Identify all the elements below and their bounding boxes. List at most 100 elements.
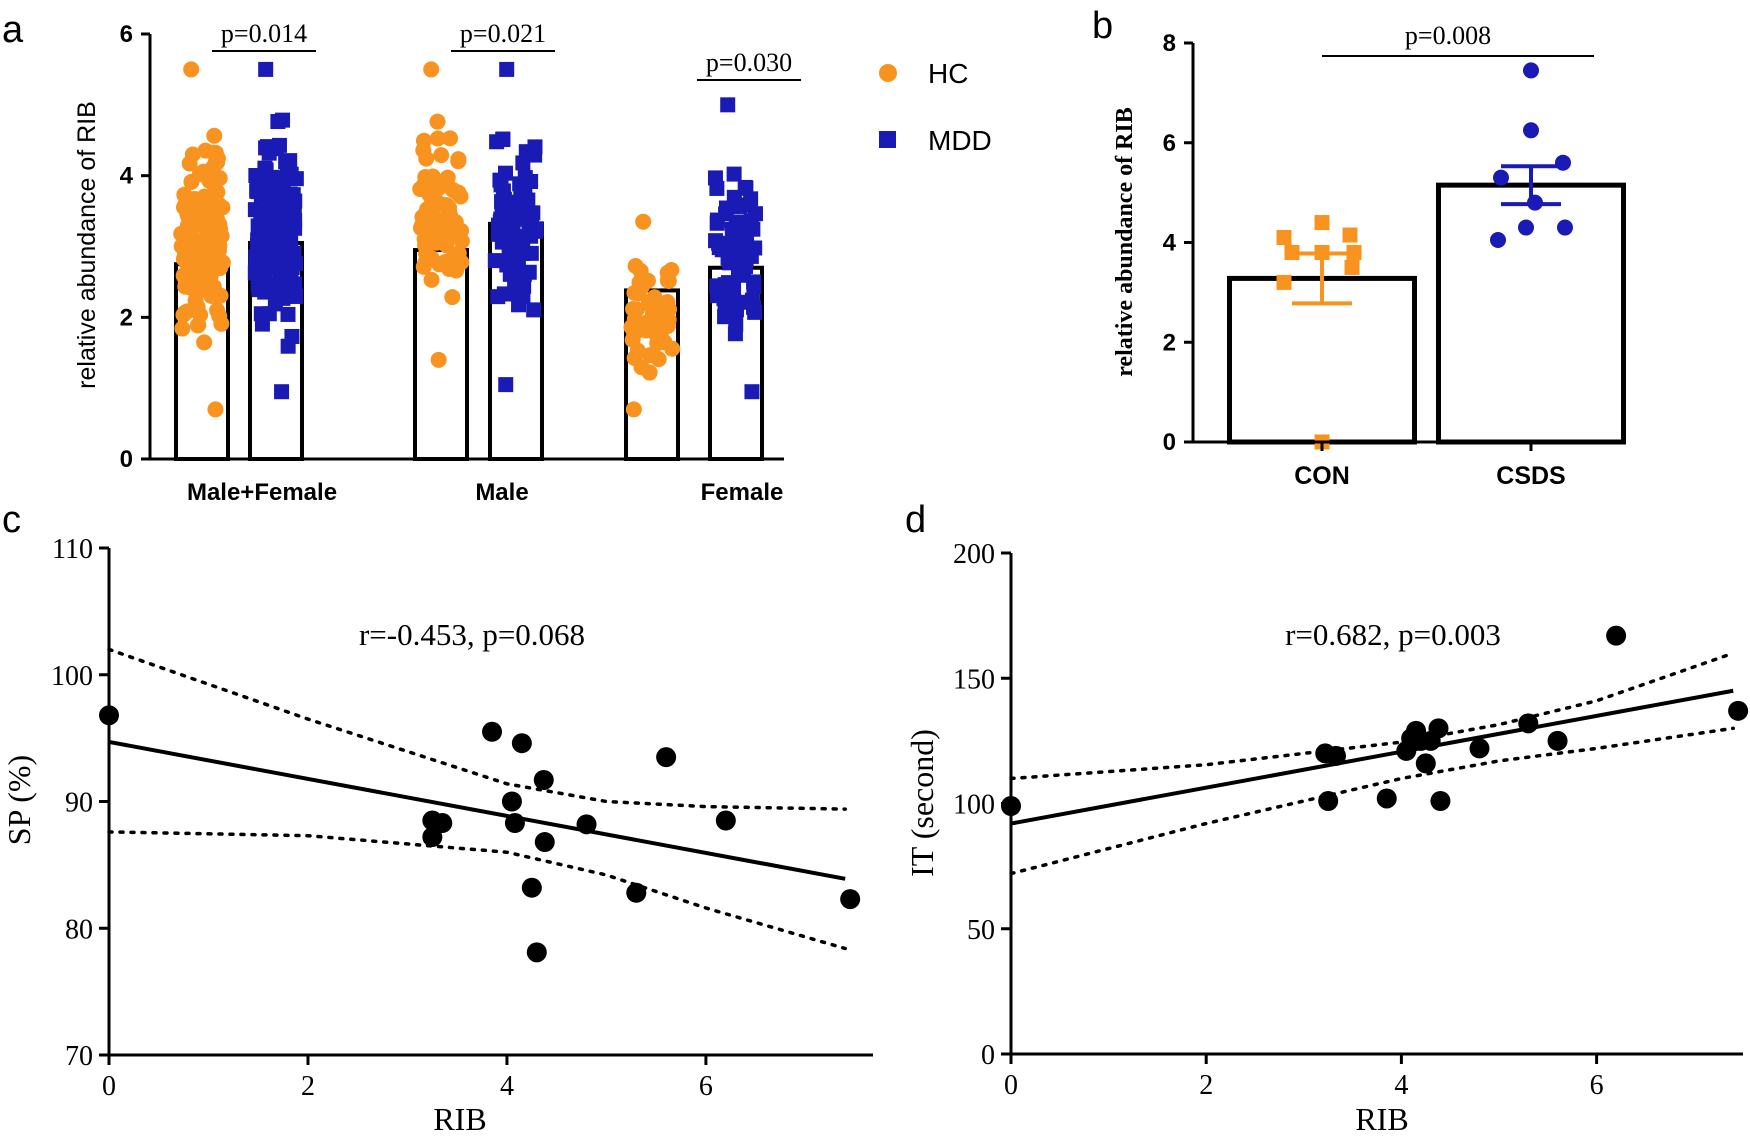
c-y-axis-label: SP (%) <box>1 755 37 845</box>
a-point-mdd <box>731 294 747 310</box>
a-point-hc <box>183 173 200 190</box>
a-point-mdd <box>514 245 530 261</box>
a-point-hc <box>447 226 464 243</box>
a-point-hc <box>452 188 469 205</box>
d-regression-line <box>1010 688 1734 826</box>
c-ci-lower <box>107 830 847 951</box>
a-point-hc <box>415 132 432 149</box>
a-point-hc <box>412 219 429 236</box>
b-point-csds <box>1555 154 1571 171</box>
b-y-tick-label: 0 <box>1163 429 1176 456</box>
a-point-mdd <box>250 184 266 200</box>
a-point-mdd <box>250 237 266 253</box>
c-x-axis-label: RIB <box>433 1101 486 1137</box>
b-point-con <box>1314 215 1330 231</box>
d-x-tick-label: 6 <box>1590 1070 1604 1101</box>
d-x-tick-label: 4 <box>1394 1070 1408 1101</box>
a-point-mdd <box>730 263 746 279</box>
d-point <box>1428 718 1449 739</box>
d-point <box>1469 738 1490 759</box>
d-correlation-annotation: r=0.682, p=0.003 <box>1285 617 1501 652</box>
a-point-mdd <box>262 235 278 251</box>
c-y-tick-label: 80 <box>65 914 93 945</box>
b-p-value: p=0.008 <box>1405 21 1491 50</box>
a-point-mdd <box>267 296 283 312</box>
a-point-mdd <box>516 267 532 283</box>
a-point-mdd <box>717 277 733 293</box>
c-x-tick-label: 0 <box>102 1071 116 1102</box>
b-point-csds <box>1490 232 1506 249</box>
panel-b-chart: 0 2 4 6 8 CON CSDS p=0.008 relative abundance… <box>1112 21 1626 490</box>
d-fit-line <box>1010 688 1734 826</box>
d-x-ticks: 0 2 4 6 <box>1004 1054 1604 1101</box>
a-point-hc <box>177 278 194 295</box>
a-p-value: p=0.021 <box>460 19 546 48</box>
c-x-tick-label: 6 <box>699 1071 713 1102</box>
a-legend: HC MDD <box>879 58 992 156</box>
a-point-mdd <box>286 245 302 261</box>
a-point-mdd <box>747 206 763 222</box>
d-point <box>1547 730 1568 751</box>
legend-hc-marker <box>879 64 897 82</box>
a-point-hc <box>450 151 467 168</box>
c-fit-line <box>108 739 846 881</box>
a-point-hc <box>628 301 645 318</box>
a-point-hc <box>423 271 440 288</box>
a-point-hc <box>181 155 198 172</box>
a-point-hc <box>640 294 657 311</box>
d-x-axis-label: RIB <box>1355 1101 1408 1137</box>
d-y-tick-label: 100 <box>953 790 995 821</box>
a-significance: p=0.014 p=0.021 p=0.030 <box>212 19 801 81</box>
a-point-hc <box>211 170 228 187</box>
a-point-hc <box>430 351 447 368</box>
a-p-value: p=0.014 <box>221 19 307 48</box>
c-y-tick-label: 90 <box>65 788 93 819</box>
a-point-mdd <box>743 191 759 207</box>
a-point-hc <box>441 260 458 277</box>
a-point-mdd <box>495 132 511 148</box>
a-point-mdd <box>280 306 296 322</box>
a-point-mdd <box>266 170 282 186</box>
a-point-hc <box>444 289 461 306</box>
panel-d-chart: 0 50 100 150 200 0 2 4 6 r=0.682, p=0.003 RIB I… <box>904 539 1749 1137</box>
d-point <box>1518 713 1539 734</box>
c-x-tick-label: 2 <box>301 1071 315 1102</box>
a-point-mdd <box>518 144 534 160</box>
a-y-axis-label: relative abundance of RIB <box>73 101 101 389</box>
c-point <box>521 877 542 898</box>
c-point <box>511 733 532 754</box>
d-y-axis-label: IT (second) <box>904 729 940 877</box>
a-point-mdd <box>282 153 298 169</box>
a-point-mdd <box>266 184 282 200</box>
a-point-hc <box>428 222 445 239</box>
a-point-hc <box>633 359 650 376</box>
a-point-mdd <box>288 288 304 304</box>
c-confidence-band <box>107 647 847 951</box>
a-point-hc <box>206 250 223 267</box>
a-point-hc <box>436 173 453 190</box>
d-point <box>1326 745 1347 766</box>
a-y-tick-label: 2 <box>120 304 133 331</box>
a-point-mdd <box>720 97 736 113</box>
a-point-hc <box>177 195 194 212</box>
d-point <box>1376 788 1397 809</box>
a-point-mdd <box>273 257 289 273</box>
d-y-tick-label: 150 <box>953 664 995 695</box>
a-point-hc <box>189 317 206 334</box>
c-point <box>534 832 555 853</box>
a-point-mdd <box>523 228 539 244</box>
a-point-hc <box>429 130 446 147</box>
a-point-mdd <box>515 155 531 171</box>
b-point-csds <box>1523 62 1539 79</box>
a-point-mdd <box>523 173 539 189</box>
a-point-hc <box>212 220 229 237</box>
a-point-mdd <box>498 377 514 393</box>
d-point <box>1430 790 1451 811</box>
c-point <box>715 810 736 831</box>
a-point-hc <box>420 251 437 268</box>
a-point-mdd <box>746 274 762 290</box>
c-regression-line <box>108 739 846 881</box>
a-point-hc <box>433 147 450 164</box>
a-point-hc <box>423 181 440 198</box>
